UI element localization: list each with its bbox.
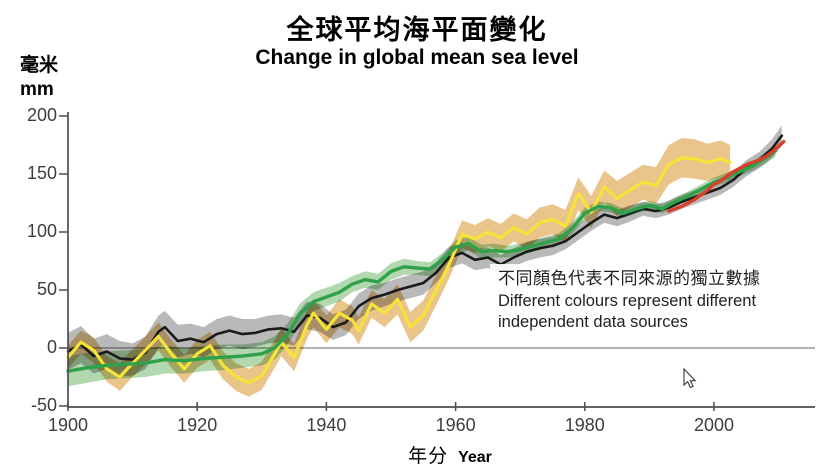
chart-title-en: Change in global mean sea level bbox=[255, 46, 579, 69]
x-axis-label-en: Year bbox=[458, 449, 492, 466]
red-series-line bbox=[667, 139, 786, 213]
yellow-series-line bbox=[66, 156, 732, 385]
x-axis-label-zh: 年分 bbox=[408, 446, 449, 467]
chart-title-zh: 全球平均海平面變化 bbox=[286, 15, 548, 45]
green-series-line bbox=[66, 149, 778, 373]
annotation-en-line2: independent data sources bbox=[498, 313, 688, 331]
y-tick-label: 50 bbox=[36, 279, 57, 299]
y-tick-label: 0 bbox=[46, 337, 57, 357]
color-legend-annotation: 不同顏色代表不同來源的獨立數據 Different colours repres… bbox=[490, 264, 832, 337]
x-tick-label: 1940 bbox=[306, 415, 347, 435]
annotation-en-line1: Different colours represent different bbox=[498, 292, 757, 310]
x-tick-label: 2000 bbox=[693, 415, 735, 435]
y-axis-unit-en: mm bbox=[20, 79, 54, 100]
y-tick-label: -50 bbox=[30, 395, 57, 415]
x-tick-label: 1960 bbox=[435, 415, 476, 435]
y-tick-label: 100 bbox=[26, 221, 57, 241]
x-tick-label: 1980 bbox=[564, 415, 605, 435]
x-tick-label: 1920 bbox=[177, 415, 218, 435]
mouse-cursor[interactable] bbox=[683, 367, 697, 389]
y-axis-unit-label: 毫米 mm bbox=[20, 54, 58, 102]
annotation-zh: 不同顏色代表不同來源的獨立數據 bbox=[498, 269, 761, 288]
y-tick-label: 150 bbox=[26, 163, 57, 183]
y-axis-unit-zh: 毫米 bbox=[20, 55, 59, 76]
x-tick-label: 1900 bbox=[47, 415, 89, 435]
y-tick-label: 200 bbox=[26, 105, 57, 125]
x-axis-label: 年分 Year bbox=[283, 441, 617, 468]
